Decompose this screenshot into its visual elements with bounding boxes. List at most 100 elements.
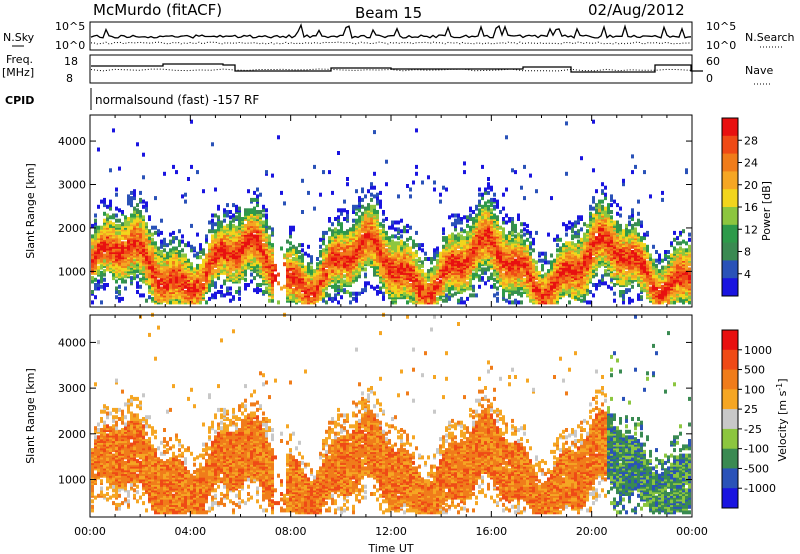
power-echo-cell — [382, 267, 385, 272]
power-echo-cell — [367, 241, 370, 246]
power-echo-cell — [508, 234, 511, 239]
power-echo-cell — [421, 269, 424, 274]
power-echo-cell — [232, 237, 235, 242]
power-echo-cell — [202, 251, 205, 256]
power-echo-cell — [394, 241, 397, 246]
power-echo-cell — [94, 286, 97, 291]
power-echo-cell — [454, 213, 457, 218]
power-echo-cell — [250, 279, 253, 284]
power-echo-cell — [139, 190, 142, 195]
power-echo-cell — [196, 251, 199, 256]
power-echo-cell — [142, 175, 145, 180]
power-echo-cell — [508, 295, 511, 300]
power-echo-cell — [262, 204, 265, 209]
power-echo-cell — [520, 281, 523, 286]
power-echo-cell — [418, 263, 421, 268]
power-echo-cell — [385, 217, 388, 221]
power-echo-cell — [265, 262, 268, 267]
power-echo-cell — [298, 250, 301, 254]
power-echo-cell — [370, 197, 373, 202]
power-echo-cell — [340, 208, 343, 213]
power-echo-cell — [460, 243, 463, 248]
power-echo-cell — [544, 260, 547, 265]
power-echo-cell — [325, 291, 328, 296]
power-echo-cell — [325, 230, 328, 235]
power-echo-cell — [460, 220, 463, 225]
power-echo-cell — [193, 276, 196, 281]
power-echo-cell — [163, 253, 166, 258]
power-echo-cell — [163, 290, 166, 294]
power-echo-cell — [535, 281, 538, 286]
power-data-cells — [91, 119, 691, 305]
power-echo-cell — [331, 284, 334, 289]
power-echo-cell — [445, 293, 448, 298]
power-echo-cell — [565, 227, 568, 232]
power-echo-cell — [130, 196, 133, 201]
power-echo-cell — [298, 291, 301, 296]
power-echo-cell — [331, 229, 334, 234]
power-echo-cell — [511, 237, 514, 242]
power-echo-cell — [103, 197, 106, 202]
power-echo-cell — [277, 272, 280, 277]
power-echo-cell — [238, 211, 241, 216]
power-echo-cell — [289, 225, 292, 230]
noise-left-label: N.Sky — [3, 31, 35, 44]
power-echo-cell — [472, 217, 475, 221]
power-echo-cell — [478, 215, 481, 220]
power-echo-cell — [523, 288, 526, 293]
power-echo-cell — [139, 253, 142, 258]
power-echo-cell — [322, 281, 325, 286]
power-echo-cell — [319, 286, 322, 291]
power-echo-cell — [103, 258, 106, 263]
power-echo-cell — [151, 277, 154, 282]
power-echo-cell — [166, 251, 169, 256]
power-echo-cell — [322, 230, 325, 235]
power-echo-cell — [517, 269, 520, 274]
power-echo-cell — [115, 213, 118, 218]
power-echo-cell — [505, 187, 508, 192]
frequency-line — [91, 63, 703, 73]
power-echo-cell — [100, 199, 103, 204]
power-echo-cell — [466, 281, 469, 286]
power-echo-cell — [478, 208, 481, 213]
power-echo-cell — [154, 295, 157, 300]
power-echo-cell — [160, 230, 163, 235]
power-echo-cell — [529, 298, 532, 303]
power-echo-cell — [364, 267, 367, 272]
power-echo-cell — [385, 236, 388, 241]
power-echo-cell — [145, 201, 148, 206]
power-echo-cell — [100, 279, 103, 284]
power-echo-cell — [358, 274, 361, 279]
power-echo-cell — [193, 253, 196, 258]
power-echo-cell — [115, 206, 118, 211]
power-echo-cell — [403, 260, 406, 265]
power-echo-cell — [232, 223, 235, 228]
power-echo-cell — [127, 225, 130, 230]
power-echo-cell — [133, 218, 136, 223]
power-echo-cell — [208, 276, 211, 281]
power-echo-cell — [547, 232, 550, 237]
power-echo-cell — [193, 246, 196, 251]
power-echo-cell — [379, 270, 382, 275]
power-echo-cell — [271, 243, 274, 248]
power-echo-cell — [397, 293, 400, 298]
power-echo-cell — [121, 248, 124, 253]
power-echo-cell — [382, 248, 385, 253]
power-echo-cell — [424, 298, 427, 303]
power-echo-cell — [529, 255, 532, 260]
power-echo-cell — [199, 250, 202, 254]
power-echo-cell — [208, 229, 211, 234]
power-echo-cell — [391, 220, 394, 225]
power-echo-cell — [196, 263, 199, 268]
power-echo-cell — [370, 260, 373, 265]
power-echo-cell — [493, 223, 496, 228]
power-echo-cell — [472, 284, 475, 289]
power-echo-cell — [289, 241, 292, 246]
power-echo-cell — [376, 290, 379, 294]
power-echo-cell — [532, 237, 535, 242]
power-echo-cell — [295, 257, 298, 261]
power-echo-cell — [379, 286, 382, 291]
power-echo-cell — [517, 290, 520, 294]
power-echo-cell — [226, 223, 229, 228]
power-echo-cell — [238, 296, 241, 301]
